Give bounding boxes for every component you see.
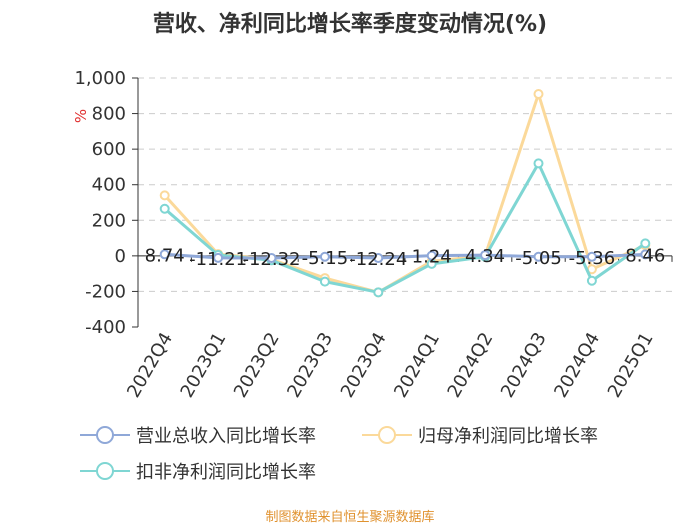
legend-swatch-net-profit [362, 426, 412, 444]
data-point [640, 238, 651, 249]
x-tick-label: 2024Q1 [390, 329, 444, 401]
data-label: 8.74 [145, 245, 185, 266]
chart-title: 营收、净利同比增长率季度变动情况(%) [152, 12, 548, 37]
data-point [533, 251, 544, 262]
data-point [480, 250, 491, 261]
data-point [319, 276, 330, 287]
x-tick-label: 2023Q4 [337, 329, 391, 401]
y-axis-unit-label: % [72, 109, 90, 123]
data-label: 4.34 [465, 246, 505, 267]
legend-label-deducted-profit: 扣非净利润同比增长率 [136, 462, 316, 483]
y-tick-label: 0 [115, 246, 126, 267]
data-point [213, 252, 224, 263]
data-point [159, 190, 170, 201]
data-point [159, 203, 170, 214]
legend-item-revenue[interactable]: 营业总收入同比增长率 [80, 422, 316, 448]
y-tick-label: 1,000 [74, 68, 126, 89]
y-tick-label: 600 [92, 139, 126, 160]
x-tick-label: 2023Q2 [230, 329, 284, 401]
data-label: -12.24 [349, 249, 407, 270]
data-point [373, 287, 384, 298]
legend-swatch-revenue [80, 426, 130, 444]
x-tick-label: 2024Q4 [550, 329, 604, 401]
y-tick-label: 800 [92, 104, 126, 125]
x-tick-label: 2024Q3 [497, 329, 551, 401]
data-point [373, 253, 384, 264]
series-lines [159, 89, 651, 298]
x-tick-label: 2024Q2 [444, 329, 498, 401]
data-point [586, 275, 597, 286]
legend-item-deducted-profit[interactable]: 扣非净利润同比增长率 [80, 458, 316, 484]
legend-swatch-deducted-profit [80, 462, 130, 480]
y-tick-label: -200 [85, 281, 126, 302]
data-label: -5.05 [515, 248, 562, 269]
x-tick-label: 2023Q1 [177, 329, 231, 401]
data-label: -5.15 [302, 248, 349, 269]
y-tick-label: 200 [92, 210, 126, 231]
data-label: -11.21 [189, 249, 247, 270]
x-tick-label: 2022Q4 [123, 329, 177, 401]
legend-label-revenue: 营业总收入同比增长率 [136, 426, 316, 447]
data-label: -12.32 [242, 249, 300, 270]
series-line [164, 252, 646, 260]
y-tick-label: -400 [85, 317, 126, 338]
data-point [640, 249, 651, 260]
x-tick-label: 2025Q1 [604, 329, 658, 401]
data-point [533, 158, 544, 169]
data-point [586, 251, 597, 262]
data-label: -5.36 [569, 248, 616, 269]
x-tick-label: 2023Q3 [283, 329, 337, 401]
data-point [159, 249, 170, 260]
data-point [319, 251, 330, 262]
series-line [163, 161, 647, 294]
data-labels: 8.74 -11.21-12.32 -5.15 -12.24 1.24 4.34 -5.05… [145, 245, 666, 270]
data-point [533, 89, 544, 100]
data-label: 1.24 [412, 247, 452, 268]
data-point [426, 250, 437, 261]
data-label: 8.46 [625, 245, 665, 266]
legend-item-net-profit[interactable]: 归母净利润同比增长率 [362, 422, 598, 448]
y-tick-label: 400 [92, 175, 126, 196]
legend-label-net-profit: 归母净利润同比增长率 [418, 426, 598, 447]
source-note: 制图数据来自恒生聚源数据库 [265, 510, 435, 525]
data-point [266, 253, 277, 264]
